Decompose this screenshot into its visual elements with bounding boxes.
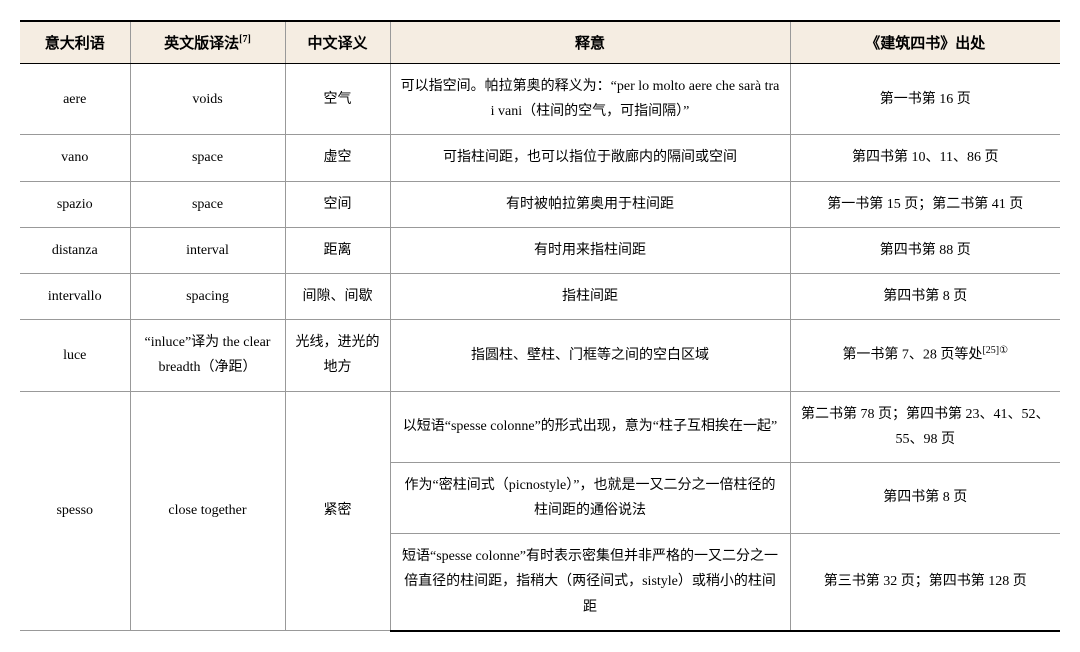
- cell-italian: vano: [20, 135, 130, 181]
- cell-source: 第四书第 8 页: [790, 462, 1060, 533]
- header-definition: 释意: [390, 21, 790, 64]
- cell-source: 第二书第 78 页；第四书第 23、41、52、55、98 页: [790, 391, 1060, 462]
- cell-source: 第一书第 16 页: [790, 64, 1060, 135]
- cell-source: 第一书第 15 页；第二书第 41 页: [790, 181, 1060, 227]
- header-english: 英文版译法[7]: [130, 21, 285, 64]
- cell-chinese: 光线，进光的地方: [285, 320, 390, 391]
- table-row: aere voids 空气 可以指空间。帕拉第奥的释义为：“per lo mol…: [20, 64, 1060, 135]
- cell-italian: intervallo: [20, 273, 130, 319]
- cell-english: spacing: [130, 273, 285, 319]
- header-english-text: 英文版译法: [164, 36, 239, 52]
- cell-italian: aere: [20, 64, 130, 135]
- header-row: 意大利语 英文版译法[7] 中文译义 释意 《建筑四书》出处: [20, 21, 1060, 64]
- cell-source: 第四书第 8 页: [790, 273, 1060, 319]
- cell-source-text: 第一书第 7、28 页等处: [842, 348, 982, 363]
- header-chinese: 中文译义: [285, 21, 390, 64]
- cell-chinese: 间隙、间歇: [285, 273, 390, 319]
- table-row: vano space 虚空 可指柱间距，也可以指位于敞廊内的隔间或空间 第四书第…: [20, 135, 1060, 181]
- table-row: spazio space 空间 有时被帕拉第奥用于柱间距 第一书第 15 页；第…: [20, 181, 1060, 227]
- cell-source: 第一书第 7、28 页等处[25]①: [790, 320, 1060, 391]
- table-row: distanza interval 距离 有时用来指柱间距 第四书第 88 页: [20, 227, 1060, 273]
- cell-definition: 可以指空间。帕拉第奥的释义为：“per lo molto aere che sa…: [390, 64, 790, 135]
- cell-chinese: 空气: [285, 64, 390, 135]
- cell-italian: luce: [20, 320, 130, 391]
- terminology-table: 意大利语 英文版译法[7] 中文译义 释意 《建筑四书》出处 aere void…: [20, 20, 1060, 632]
- cell-chinese: 虚空: [285, 135, 390, 181]
- cell-italian: distanza: [20, 227, 130, 273]
- table-row: intervallo spacing 间隙、间歇 指柱间距 第四书第 8 页: [20, 273, 1060, 319]
- cell-definition: 以短语“spesse colonne”的形式出现，意为“柱子互相挨在一起”: [390, 391, 790, 462]
- cell-chinese: 紧密: [285, 391, 390, 631]
- cell-english: voids: [130, 64, 285, 135]
- header-english-sup: [7]: [239, 34, 251, 45]
- cell-source: 第四书第 10、11、86 页: [790, 135, 1060, 181]
- cell-english: space: [130, 181, 285, 227]
- header-italian: 意大利语: [20, 21, 130, 64]
- header-source: 《建筑四书》出处: [790, 21, 1060, 64]
- cell-definition: 指圆柱、壁柱、门框等之间的空白区域: [390, 320, 790, 391]
- cell-definition: 有时被帕拉第奥用于柱间距: [390, 181, 790, 227]
- cell-source: 第三书第 32 页；第四书第 128 页: [790, 534, 1060, 631]
- cell-chinese: 距离: [285, 227, 390, 273]
- cell-definition: 有时用来指柱间距: [390, 227, 790, 273]
- cell-italian: spesso: [20, 391, 130, 631]
- cell-definition: 短语“spesse colonne”有时表示密集但并非严格的一又二分之一倍直径的…: [390, 534, 790, 631]
- cell-source: 第四书第 88 页: [790, 227, 1060, 273]
- cell-source-sup: [25]①: [982, 342, 1008, 360]
- cell-definition: 作为“密柱间式（picnostyle）”，也就是一又二分之一倍柱径的柱间距的通俗…: [390, 462, 790, 533]
- table-row: spesso close together 紧密 以短语“spesse colo…: [20, 391, 1060, 462]
- cell-english: close together: [130, 391, 285, 631]
- cell-definition: 可指柱间距，也可以指位于敞廊内的隔间或空间: [390, 135, 790, 181]
- cell-english: interval: [130, 227, 285, 273]
- cell-chinese: 空间: [285, 181, 390, 227]
- cell-definition: 指柱间距: [390, 273, 790, 319]
- table-row: luce “inluce”译为 the clear breadth（净距） 光线…: [20, 320, 1060, 391]
- cell-italian: spazio: [20, 181, 130, 227]
- cell-english: “inluce”译为 the clear breadth（净距）: [130, 320, 285, 391]
- cell-english: space: [130, 135, 285, 181]
